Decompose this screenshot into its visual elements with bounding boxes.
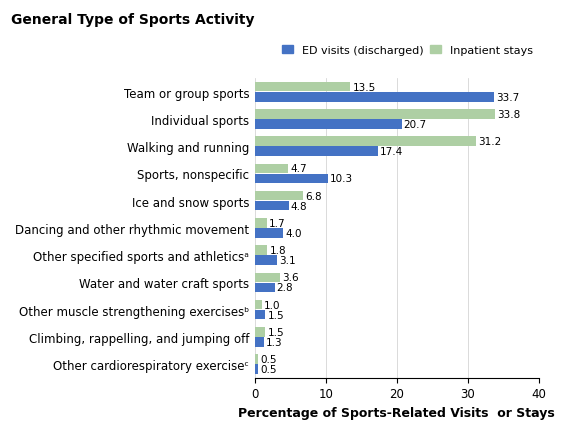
Text: 4.7: 4.7	[290, 164, 307, 174]
Text: General Type of Sports Activity: General Type of Sports Activity	[11, 13, 255, 27]
Bar	[255, 337, 264, 347]
Bar	[255, 273, 280, 283]
Text: 3.1: 3.1	[279, 256, 296, 266]
Text: 33.7: 33.7	[496, 92, 519, 102]
Text: 1.3: 1.3	[266, 337, 283, 347]
Bar	[255, 164, 288, 174]
Bar	[255, 355, 258, 364]
Text: 1.5: 1.5	[268, 327, 284, 337]
Bar	[255, 246, 268, 255]
Bar	[255, 110, 495, 119]
Bar	[255, 256, 277, 265]
Bar	[255, 147, 378, 157]
Bar	[255, 219, 266, 228]
Text: 4.8: 4.8	[291, 201, 307, 211]
Legend: ED visits (discharged), Inpatient stays: ED visits (discharged), Inpatient stays	[282, 46, 533, 56]
Text: 4.0: 4.0	[285, 228, 302, 238]
Bar	[255, 83, 351, 92]
Bar	[255, 283, 274, 293]
Text: 1.8: 1.8	[270, 246, 286, 256]
Text: 31.2: 31.2	[478, 137, 502, 147]
Bar	[255, 191, 303, 201]
Text: 20.7: 20.7	[404, 120, 427, 130]
Bar	[255, 201, 289, 211]
Bar	[255, 300, 262, 309]
Text: 33.8: 33.8	[496, 110, 520, 120]
Bar	[255, 327, 265, 337]
Text: 2.8: 2.8	[277, 283, 293, 293]
Text: 1.7: 1.7	[269, 218, 286, 228]
Bar	[255, 229, 283, 238]
Text: 10.3: 10.3	[330, 174, 353, 184]
Text: 6.8: 6.8	[305, 191, 321, 201]
Bar	[255, 365, 258, 374]
Text: 0.5: 0.5	[260, 364, 277, 374]
Text: 1.0: 1.0	[264, 300, 280, 310]
Text: 13.5: 13.5	[353, 82, 376, 92]
Bar	[255, 310, 265, 320]
Bar	[255, 120, 402, 129]
Text: 17.4: 17.4	[380, 147, 403, 157]
X-axis label: Percentage of Sports-Related Visits  or Stays: Percentage of Sports-Related Visits or S…	[238, 406, 555, 419]
Text: 3.6: 3.6	[282, 273, 299, 283]
Bar	[255, 174, 328, 184]
Bar	[255, 93, 494, 102]
Text: 1.5: 1.5	[268, 310, 284, 320]
Text: 0.5: 0.5	[260, 354, 277, 364]
Bar	[255, 137, 476, 147]
